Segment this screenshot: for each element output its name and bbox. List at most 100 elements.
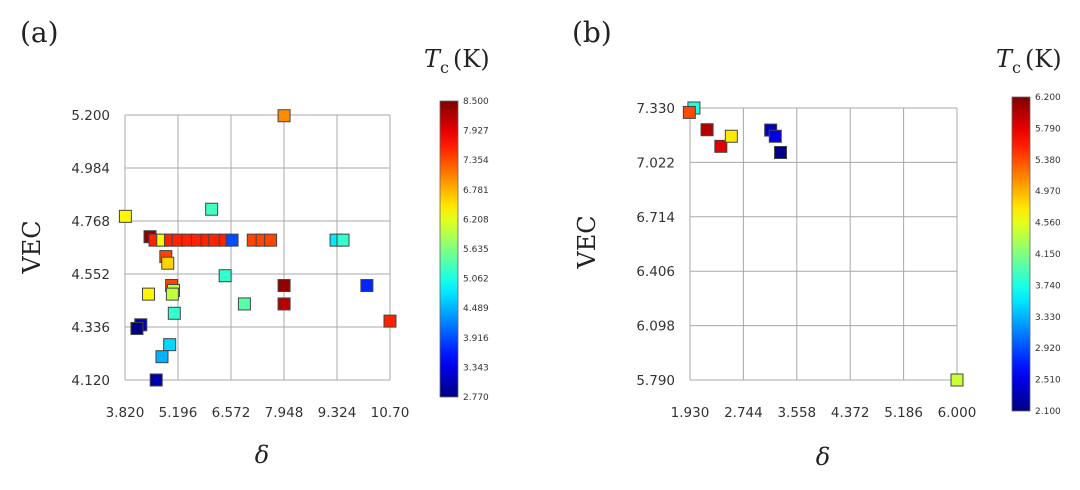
chart-b-x-axis-title: δ <box>816 443 830 471</box>
chart-a-y-tick-label: 4.552 <box>71 267 110 283</box>
chart-b-points <box>682 101 964 387</box>
chart-panel-a: 3.820 5.196 6.572 7.948 9.324 10.70 4.120 4.33… <box>18 45 490 469</box>
chart-a-data-point <box>141 287 155 301</box>
chart-a-data-point <box>277 279 291 293</box>
chart-a-colorbar-title-main: T <box>424 45 442 73</box>
chart-b-y-axis-title: VEC <box>573 215 601 269</box>
chart-b-colorbar-tick-label: 4.560 <box>1035 219 1061 229</box>
chart-a-colorbar-tick-label: 6.208 <box>463 215 489 225</box>
chart-b-y-tick-label: 6.714 <box>636 210 675 226</box>
chart-b-y-tick-label: 6.406 <box>636 264 675 280</box>
chart-b-colorbar-bar <box>1011 96 1031 412</box>
chart-a-x-tick-label: 6.572 <box>212 405 251 421</box>
chart-b-colorbar-tick-label: 5.380 <box>1035 156 1061 166</box>
chart-a-colorbar-tick-label: 3.343 <box>463 363 489 373</box>
chart-a-data-point <box>237 297 251 311</box>
chart-a-colorbar-title-sub: c <box>440 58 449 77</box>
chart-b-x-tick-label: 1.930 <box>671 405 710 421</box>
chart-b-x-tick-label: 3.558 <box>777 405 816 421</box>
chart-a-colorbar: Tc (K) 2.770 3.343 3.916 4.489 5.062 5.635 6.20… <box>424 45 490 403</box>
chart-b-y-tick-label: 5.790 <box>636 373 675 389</box>
chart-a-data-point <box>277 109 291 123</box>
chart-panel-b: 1.930 2.744 3.558 4.372 5.186 6.000 5.790 6.09… <box>573 45 1062 471</box>
chart-b-data-point <box>714 139 728 153</box>
chart-a-y-tick-label: 4.768 <box>71 214 110 230</box>
chart-b-data-point <box>950 373 964 387</box>
chart-a-data-point <box>205 202 219 216</box>
chart-a-data-point <box>277 297 291 311</box>
chart-a-colorbar-bar <box>439 100 459 398</box>
chart-b-x-tick-label: 2.744 <box>724 405 763 421</box>
chart-a-data-point <box>155 350 169 364</box>
chart-a-colorbar-tick-label: 3.916 <box>463 334 489 344</box>
chart-a-data-point <box>360 279 374 293</box>
chart-a-colorbar-tick-label: 5.635 <box>463 245 489 255</box>
chart-b-y-ticks: 5.790 6.098 6.406 6.714 7.022 7.330 <box>636 101 675 389</box>
chart-a-data-point <box>225 233 239 247</box>
chart-b-colorbar-title-main: T <box>996 45 1014 73</box>
chart-a-data-point <box>336 233 350 247</box>
chart-b-colorbar-tick-label: 6.200 <box>1035 93 1061 103</box>
chart-a-colorbar-tick-label: 8.500 <box>463 97 489 107</box>
chart-b-colorbar-tick-label: 4.970 <box>1035 187 1061 197</box>
chart-a-x-tick-label: 10.70 <box>371 405 410 421</box>
panel-b-label: (b) <box>572 16 612 49</box>
chart-b-colorbar-tick-label: 5.790 <box>1035 124 1061 134</box>
chart-a-colorbar-tick-label: 6.781 <box>463 186 489 196</box>
chart-b-data-point <box>724 129 738 143</box>
chart-b-colorbar-title-unit: (K) <box>1025 45 1062 73</box>
chart-a-colorbar-tick-label: 7.354 <box>463 156 489 166</box>
chart-a-y-ticks: 4.120 4.336 4.552 4.768 4.984 5.200 <box>71 108 110 389</box>
chart-a-data-point <box>383 314 397 328</box>
chart-a-colorbar-tick-label: 4.489 <box>463 304 489 314</box>
chart-b-data-point <box>700 123 714 137</box>
chart-a-data-point <box>161 256 175 270</box>
chart-a-x-ticks: 3.820 5.196 6.572 7.948 9.324 10.70 <box>106 405 410 421</box>
chart-b-colorbar-title-sub: c <box>1012 58 1021 77</box>
chart-a-y-tick-label: 4.336 <box>71 320 110 336</box>
chart-a-colorbar-tick-label: 2.770 <box>463 393 489 403</box>
chart-b-data-point <box>682 105 696 119</box>
chart-a-points <box>118 109 397 387</box>
chart-a-colorbar-tick-label: 7.927 <box>463 127 489 137</box>
chart-b-x-ticks: 1.930 2.744 3.558 4.372 5.186 6.000 <box>671 405 977 421</box>
chart-b-colorbar-tick-label: 2.100 <box>1035 407 1061 417</box>
chart-a-y-tick-label: 5.200 <box>71 108 110 124</box>
chart-b-colorbar: Tc (K) 2.100 2.510 2.920 3.330 3.740 4.150 4.56… <box>996 45 1062 417</box>
chart-a-x-axis-title: δ <box>255 441 269 469</box>
chart-a-data-point <box>118 209 132 223</box>
chart-a-x-tick-label: 5.196 <box>159 405 198 421</box>
chart-b-colorbar-tick-label: 3.330 <box>1035 313 1061 323</box>
chart-a-y-axis-title: VEC <box>18 220 46 274</box>
chart-b-y-tick-label: 6.098 <box>636 319 675 335</box>
chart-b-x-tick-label: 6.000 <box>938 405 977 421</box>
chart-b-colorbar-tick-label: 2.920 <box>1035 344 1061 354</box>
chart-b-colorbar-tick-label: 4.150 <box>1035 250 1061 260</box>
chart-a-data-point <box>165 287 179 301</box>
chart-a-data-point <box>149 373 163 387</box>
chart-a-colorbar-tick-label: 5.062 <box>463 275 489 285</box>
chart-a-data-point <box>218 269 232 283</box>
chart-a-data-point <box>167 306 181 320</box>
chart-a-y-tick-label: 4.984 <box>71 161 110 177</box>
panel-a-label: (a) <box>20 16 59 49</box>
chart-a-grid <box>124 114 391 381</box>
chart-a-data-point <box>130 321 144 335</box>
chart-a-x-tick-label: 3.820 <box>106 405 145 421</box>
chart-b-x-tick-label: 4.372 <box>831 405 870 421</box>
chart-a-colorbar-title-unit: (K) <box>453 45 490 73</box>
svg-text:Tc(K): Tc (K) <box>424 45 490 77</box>
chart-b-grid <box>689 107 958 381</box>
chart-b-data-point <box>768 129 782 143</box>
chart-a-x-tick-label: 9.324 <box>318 405 357 421</box>
chart-b-colorbar-tick-label: 2.510 <box>1035 376 1061 386</box>
chart-a-x-tick-label: 7.948 <box>265 405 304 421</box>
chart-b-data-point <box>774 146 788 160</box>
chart-a-y-tick-label: 4.120 <box>71 373 110 389</box>
chart-b-y-tick-label: 7.022 <box>636 155 675 171</box>
chart-b-colorbar-tick-label: 3.740 <box>1035 281 1061 291</box>
chart-b-x-tick-label: 5.186 <box>884 405 923 421</box>
chart-a-data-point <box>163 338 177 352</box>
chart-b-y-tick-label: 7.330 <box>636 101 675 117</box>
